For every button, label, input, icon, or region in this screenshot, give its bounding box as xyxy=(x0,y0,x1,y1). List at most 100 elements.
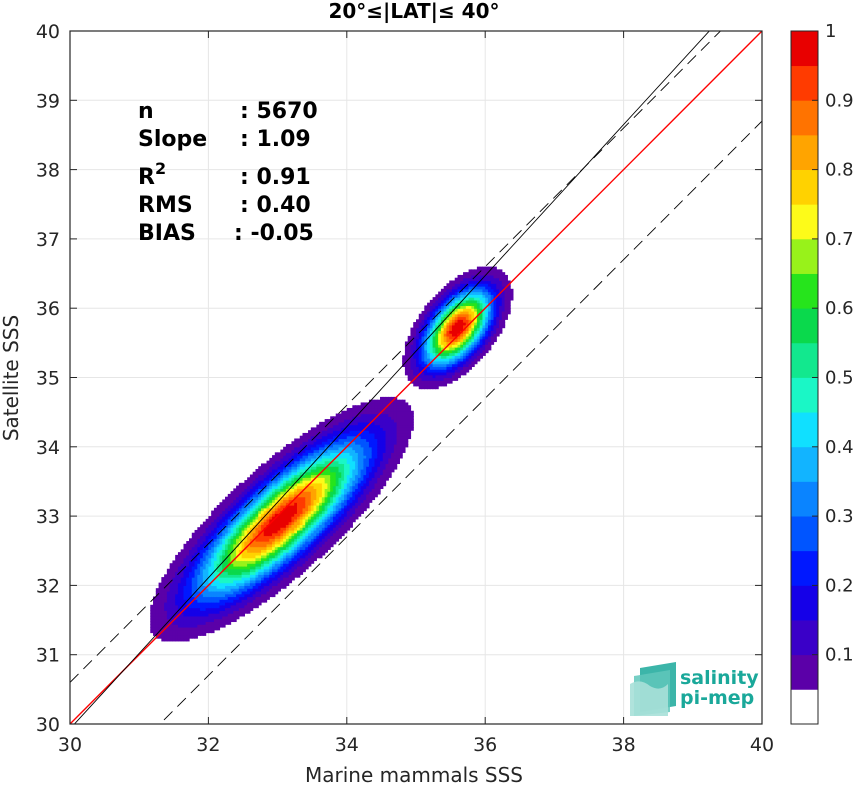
density-cell xyxy=(308,507,312,512)
density-cell xyxy=(471,327,475,331)
density-cell xyxy=(404,363,409,368)
density-cell xyxy=(288,535,293,539)
density-cell xyxy=(449,363,453,368)
density-cell xyxy=(255,579,259,584)
density-cell xyxy=(249,599,254,603)
density-cell xyxy=(341,466,345,470)
density-cell xyxy=(208,535,212,539)
density-cell xyxy=(219,596,223,600)
density-cell xyxy=(189,624,193,628)
density-cell xyxy=(238,538,243,542)
density-cell xyxy=(368,413,373,417)
density-cell xyxy=(349,430,353,434)
density-cell xyxy=(266,557,270,562)
density-cell xyxy=(443,333,448,337)
density-cell xyxy=(332,482,337,487)
density-cell xyxy=(308,452,312,456)
density-cell xyxy=(352,421,356,426)
density-cell xyxy=(424,330,428,334)
density-cell xyxy=(241,582,245,586)
density-cell xyxy=(313,493,317,498)
density-cell xyxy=(407,344,412,348)
density-cell xyxy=(332,493,337,498)
density-cell xyxy=(249,574,254,578)
density-cell xyxy=(443,383,448,387)
density-cell xyxy=(263,496,268,501)
density-cell xyxy=(355,485,359,489)
density-cell xyxy=(299,505,304,509)
density-cell xyxy=(216,538,221,542)
density-cell xyxy=(227,505,232,509)
density-cell xyxy=(385,460,389,465)
density-cell xyxy=(205,596,209,600)
density-cell xyxy=(324,538,329,542)
density-cell xyxy=(194,574,198,578)
density-cell xyxy=(341,527,345,531)
density-cell xyxy=(344,413,348,417)
density-cell xyxy=(230,610,234,614)
density-cell xyxy=(219,574,223,578)
density-cell xyxy=(219,527,223,531)
density-cell xyxy=(155,596,160,600)
density-cell xyxy=(432,308,436,312)
density-cell xyxy=(324,449,329,453)
density-cell xyxy=(391,421,395,426)
density-cell xyxy=(507,297,511,301)
density-cell xyxy=(435,360,439,365)
density-cell xyxy=(449,358,453,362)
density-cell xyxy=(344,457,348,462)
density-cell xyxy=(166,585,171,589)
density-cell xyxy=(213,516,218,520)
density-cell xyxy=(230,571,234,575)
density-cell xyxy=(366,438,370,442)
density-cell xyxy=(155,599,160,603)
density-cell xyxy=(272,557,276,562)
density-cell xyxy=(274,546,279,550)
density-cell xyxy=(175,590,179,595)
density-cell xyxy=(391,438,395,442)
density-cell xyxy=(225,527,229,531)
density-cell xyxy=(164,577,168,581)
density-cell xyxy=(424,371,428,376)
stat-r2-label: R2 xyxy=(138,159,166,190)
density-cell xyxy=(216,626,221,631)
density-cell xyxy=(249,552,254,556)
density-cell xyxy=(451,352,456,356)
density-cell xyxy=(485,347,489,351)
density-cell xyxy=(230,510,234,514)
density-cell xyxy=(338,529,342,534)
density-cell xyxy=(357,407,362,412)
density-cell xyxy=(424,305,428,309)
density-cell xyxy=(211,521,215,526)
density-cell xyxy=(263,560,268,564)
density-cell xyxy=(332,485,337,489)
density-cell xyxy=(238,496,243,501)
density-cell xyxy=(272,588,276,592)
density-cell xyxy=(335,488,340,492)
density-cell xyxy=(330,444,334,448)
density-cell xyxy=(244,516,248,520)
density-cell xyxy=(155,590,160,595)
density-cell xyxy=(321,513,326,517)
density-cell xyxy=(277,474,281,478)
density-cell xyxy=(476,280,481,284)
density-cell xyxy=(189,610,193,614)
density-cell xyxy=(158,590,162,595)
density-cell xyxy=(493,333,497,337)
density-cell xyxy=(316,532,320,537)
density-cell xyxy=(247,549,251,553)
density-cell xyxy=(227,588,232,592)
density-cell xyxy=(230,602,234,606)
x-tick-label: 34 xyxy=(335,734,359,756)
density-cell xyxy=(216,518,221,523)
density-cell xyxy=(277,466,281,470)
density-cell xyxy=(454,333,459,337)
density-cell xyxy=(429,349,434,354)
density-cell xyxy=(393,432,398,437)
density-cell xyxy=(241,529,245,534)
density-cell xyxy=(438,366,442,370)
density-cell xyxy=(189,590,193,595)
density-cell xyxy=(368,432,373,437)
density-cell xyxy=(463,333,467,337)
density-cell xyxy=(438,299,442,304)
